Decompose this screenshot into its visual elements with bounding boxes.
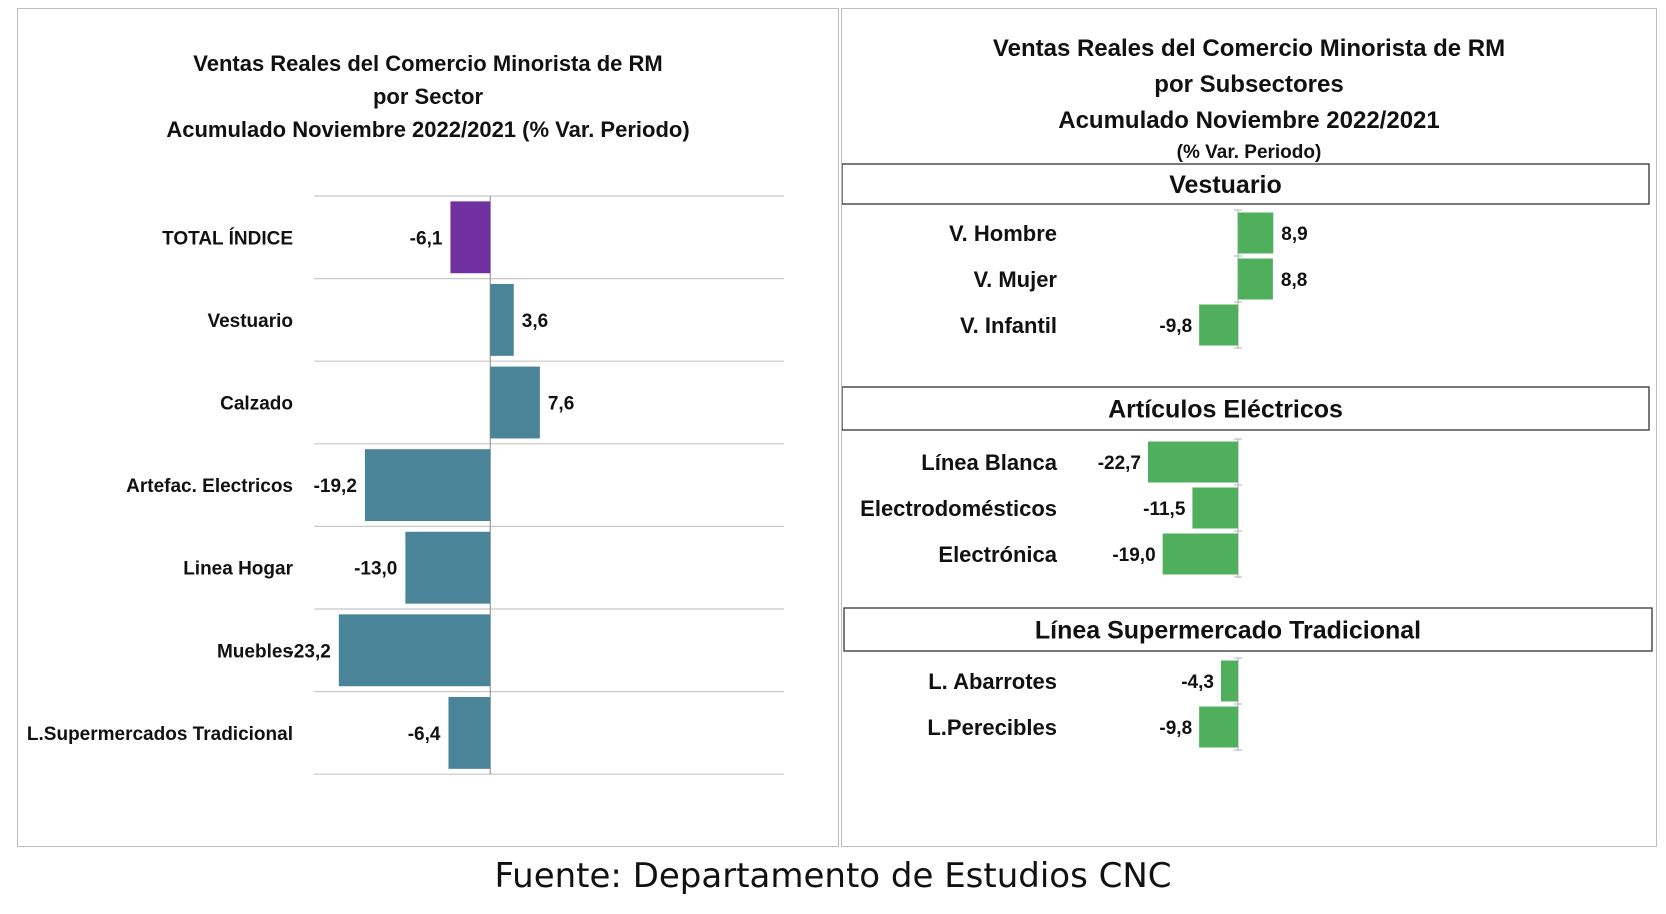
subsector-category-label: Línea Blanca — [921, 450, 1057, 475]
subsector-bar — [1238, 212, 1274, 254]
subsector-value-label: -9,8 — [1159, 718, 1192, 739]
sector-value-label: -6,1 — [410, 228, 443, 249]
subsector-value-label: -4,3 — [1181, 672, 1214, 693]
sector-value-label: -23,2 — [287, 641, 330, 662]
subsector-bar — [1220, 660, 1238, 702]
subsector-value-label: -22,7 — [1098, 453, 1141, 474]
sector-bar — [490, 283, 514, 356]
subsector-category-label: Electrónica — [938, 542, 1057, 567]
sector-category-label: Calzado — [220, 394, 293, 415]
subsector-category-label: V. Infantil — [960, 313, 1057, 338]
subsector-bar — [1162, 533, 1238, 575]
subsector-value-label: -11,5 — [1143, 499, 1186, 520]
subsector-group-header-box — [842, 163, 1650, 205]
subsector-value-label: -19,0 — [1112, 545, 1155, 566]
subsector-value-label: -9,8 — [1159, 316, 1192, 337]
subsector-group-header: Línea Supermercado Tradicional — [1035, 617, 1421, 645]
subsector-group-header: Vestuario — [1169, 171, 1282, 199]
sector-category-label: TOTAL ÍNDICE — [162, 227, 293, 249]
sector-value-label: -19,2 — [314, 476, 357, 497]
subsector-subtitle: (% Var. Periodo) — [1176, 142, 1322, 163]
subsector-chart-panel: Ventas Reales del Comercio Minorista de … — [841, 8, 1657, 847]
subsector-title-line-3: Acumulado Noviembre 2022/2021 — [1058, 107, 1440, 134]
sector-bar — [338, 614, 491, 687]
sector-bar — [364, 449, 491, 522]
subsector-bar — [1238, 258, 1273, 300]
subsector-group-header-box — [843, 607, 1653, 652]
subsector-bar-chart: Vestuario V. Hombre 8,9 V. Mujer 8,8 V. Infan… — [842, 163, 1653, 751]
sector-title-line-2: por Sector — [372, 84, 484, 109]
sector-title-line-1: Ventas Reales del Comercio Minorista de … — [193, 51, 663, 76]
subsector-category-label: V. Mujer — [973, 267, 1057, 292]
sector-bar — [405, 531, 491, 604]
subsector-group-header: Artículos Eléctricos — [1108, 396, 1343, 424]
sector-category-label: Muebles — [217, 641, 293, 662]
sector-category-label: Artefac. Electricos — [126, 476, 293, 497]
subsector-title-line-2: por Subsectores — [1154, 71, 1344, 98]
subsector-category-label: L. Abarrotes — [928, 669, 1057, 694]
subsector-title-line-1: Ventas Reales del Comercio Minorista de … — [992, 35, 1506, 62]
subsector-value-label: 8,9 — [1281, 224, 1307, 245]
sector-bar — [490, 366, 540, 439]
subsector-chart-title: Ventas Reales del Comercio Minorista de … — [842, 31, 1656, 167]
subsector-bar — [1199, 304, 1238, 346]
sector-chart-title: Ventas Reales del Comercio Minorista de … — [18, 47, 838, 146]
sector-bar-chart: TOTAL ÍNDICE -6,1 Vestuario 3,6 Calzado 7,6 Ar… — [27, 195, 784, 775]
subsector-bar — [1148, 441, 1238, 483]
sector-title-line-3: Acumulado Noviembre 2022/2021 (% Var. Pe… — [166, 117, 690, 142]
source-note: Fuente: Departamento de Estudios CNC — [494, 856, 1172, 896]
subsector-category-label: Electrodomésticos — [860, 496, 1057, 521]
sector-bar — [450, 201, 491, 274]
sector-category-label: L.Supermercados Tradicional — [27, 724, 293, 745]
sector-bar — [448, 696, 491, 769]
subsector-bar — [1199, 706, 1238, 748]
subsector-bar — [1192, 487, 1238, 529]
subsector-value-label: 8,8 — [1281, 270, 1307, 291]
sector-value-label: 7,6 — [548, 394, 574, 415]
sector-value-label: -13,0 — [354, 559, 397, 580]
subsector-category-label: L.Perecibles — [927, 715, 1057, 740]
sector-chart-panel: Ventas Reales del Comercio Minorista de … — [17, 8, 839, 847]
sector-category-label: Linea Hogar — [183, 559, 293, 580]
sector-value-label: -6,4 — [408, 724, 441, 745]
subsector-group-header-box — [842, 386, 1650, 431]
subsector-category-label: V. Hombre — [949, 221, 1057, 246]
sector-category-label: Vestuario — [207, 311, 293, 332]
sector-value-label: 3,6 — [522, 311, 548, 332]
